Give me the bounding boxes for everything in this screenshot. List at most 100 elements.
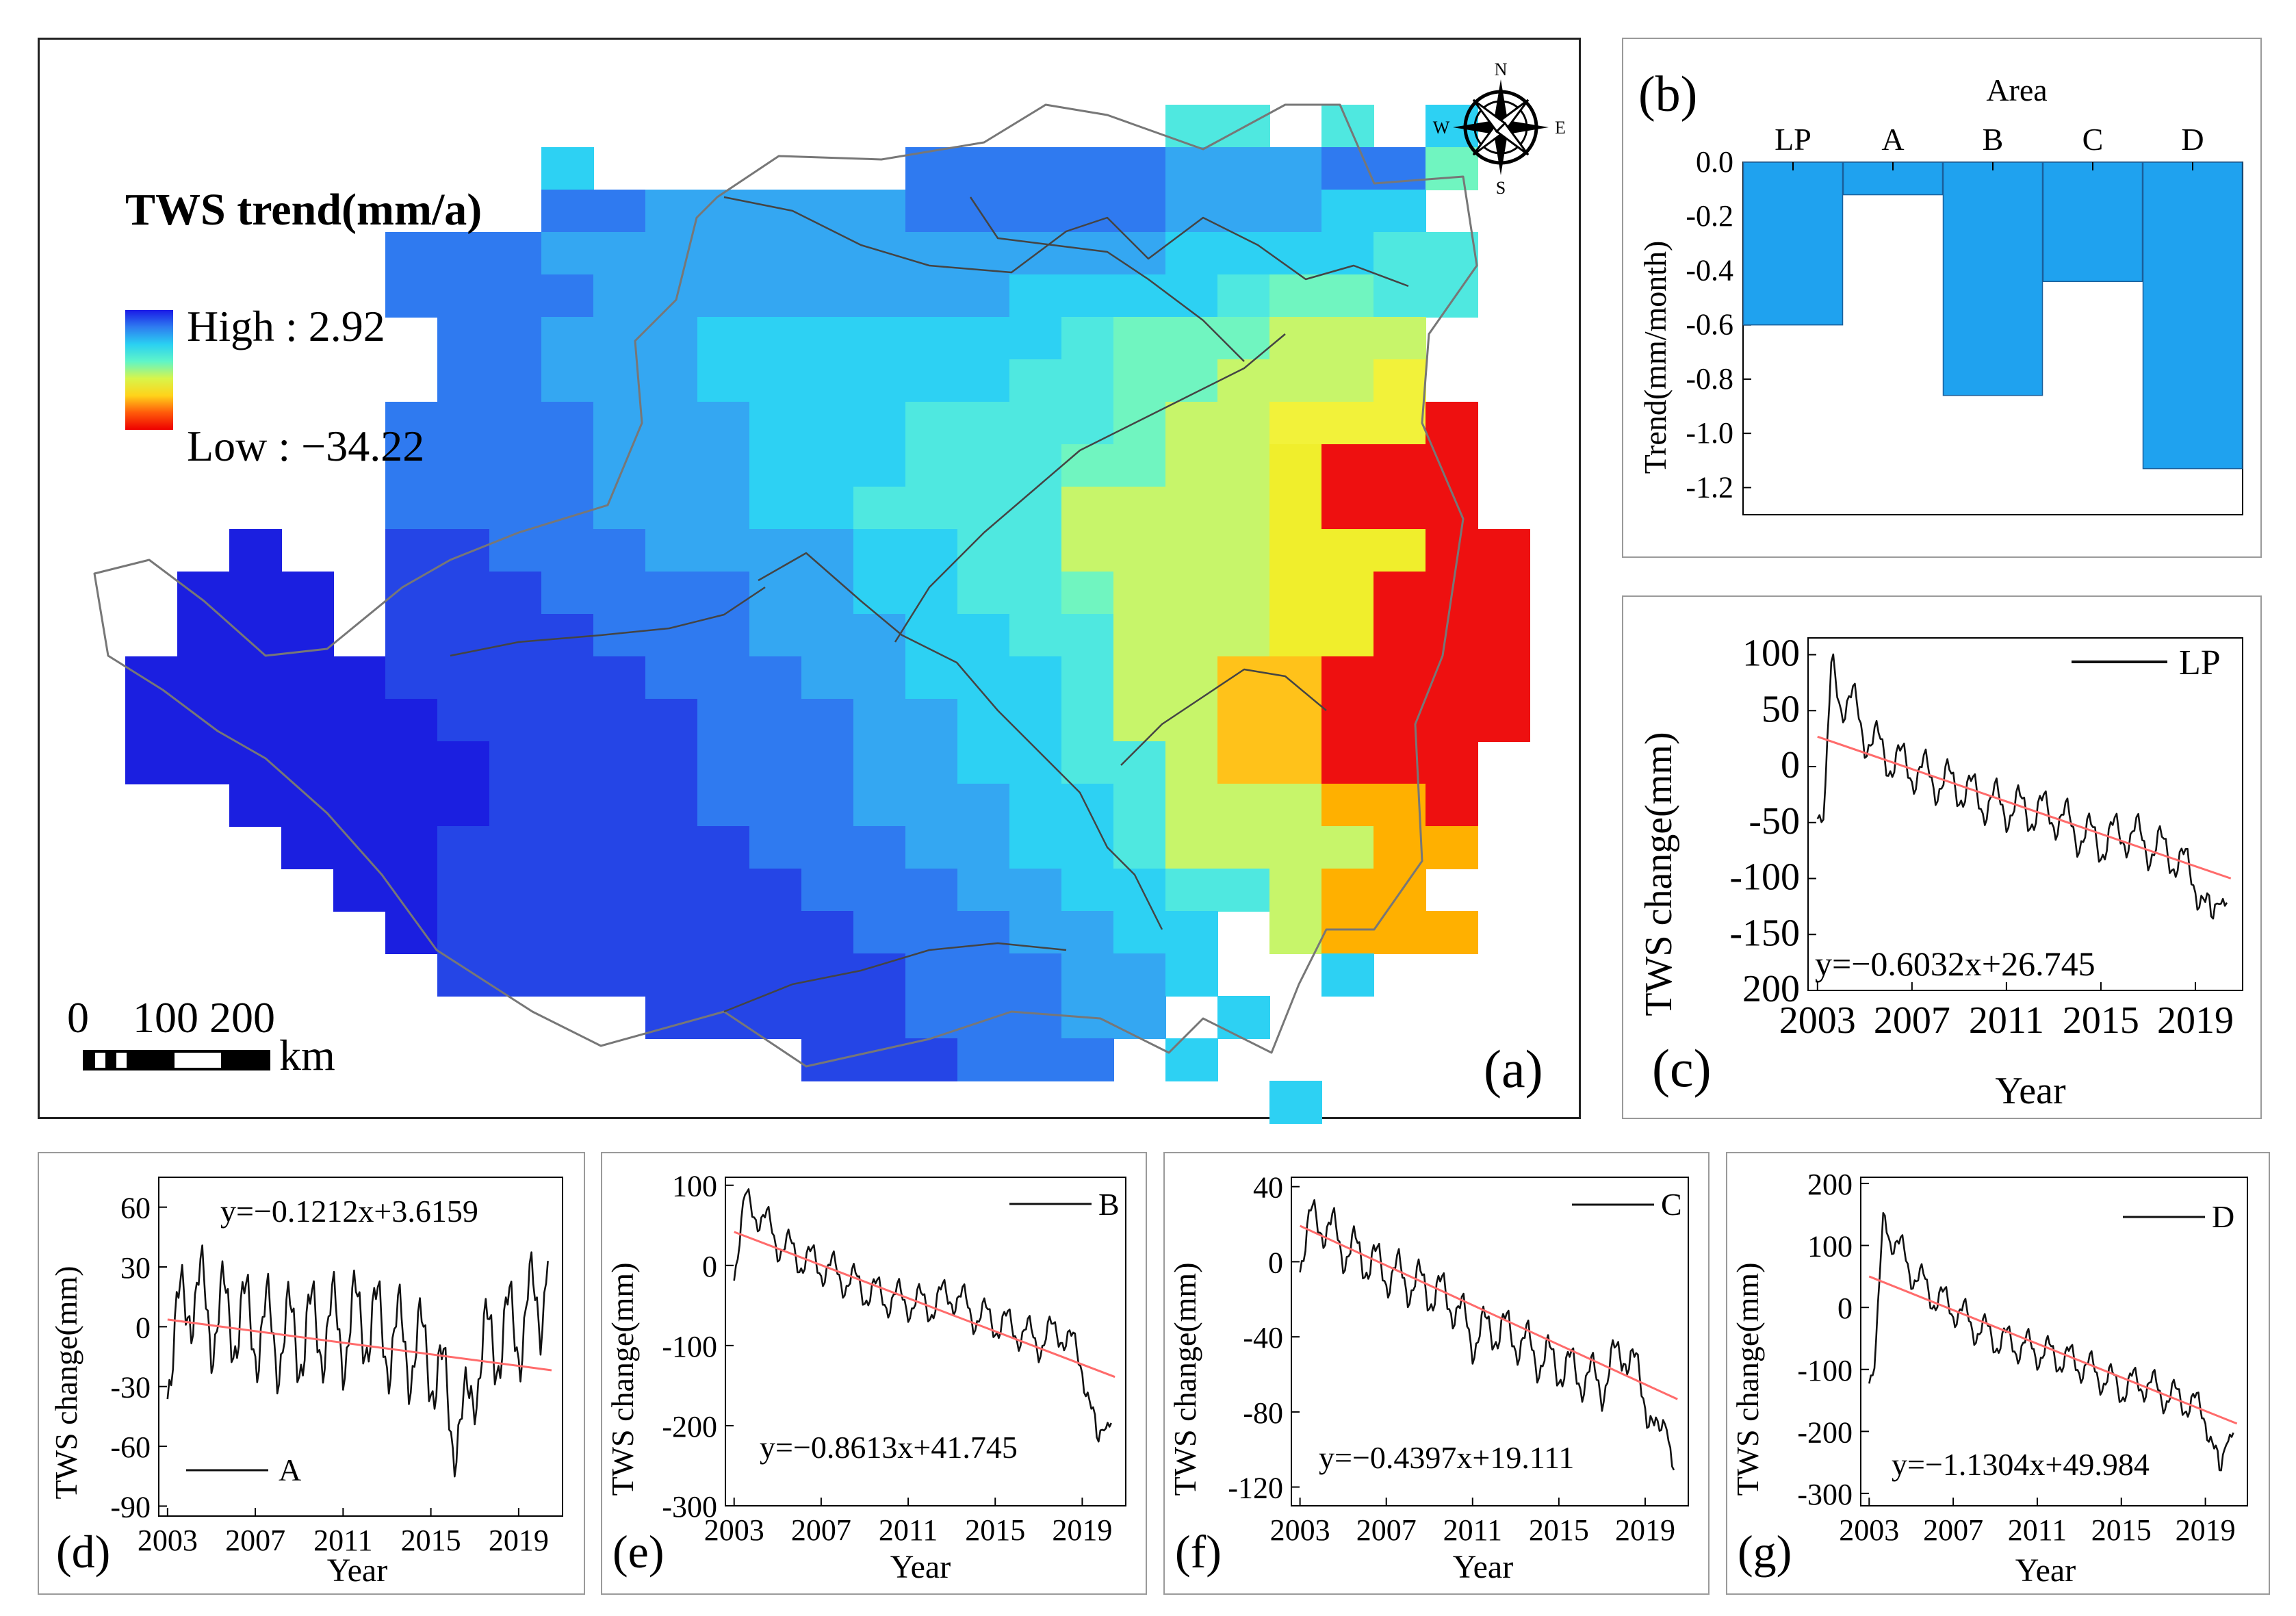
map-cell	[1217, 656, 1270, 700]
map-cell	[905, 529, 958, 572]
map-cell	[801, 826, 854, 869]
map-cell	[749, 869, 802, 912]
trend-line	[167, 1318, 552, 1372]
bar-c	[2042, 162, 2143, 283]
map-cell	[1113, 572, 1166, 615]
ytick-label: -40	[1243, 1321, 1283, 1355]
map-cell	[593, 274, 646, 318]
map-cell	[697, 232, 750, 275]
plot-frame	[1291, 1177, 1689, 1506]
map-cell	[801, 487, 854, 530]
map-cell	[1113, 487, 1166, 530]
map-cell	[697, 444, 750, 487]
map-cell	[1009, 572, 1062, 615]
map-cell	[905, 232, 958, 275]
map-cell	[801, 529, 854, 572]
map-cell	[1009, 996, 1062, 1039]
map-cell	[437, 487, 490, 530]
map-cell	[1061, 826, 1114, 869]
map-cell	[1061, 741, 1114, 784]
map-cell	[801, 359, 854, 402]
map-cell	[853, 614, 906, 657]
map-figure: TWS trend(mm/a) High : 2.92 Low : −34.22…	[67, 60, 1566, 1124]
xtick-label: 2007	[1356, 1513, 1417, 1547]
map-cell	[905, 572, 958, 615]
map-cell	[489, 869, 542, 912]
map-cell	[645, 869, 698, 912]
ytick-label: -100	[1797, 1354, 1853, 1387]
map-cell	[645, 487, 698, 530]
map-cell	[593, 529, 646, 572]
map-cell	[697, 572, 750, 615]
map-cell	[229, 784, 282, 827]
map-cell	[1061, 529, 1114, 572]
map-cell	[281, 741, 334, 784]
map-cell	[697, 317, 750, 360]
map-cell	[1321, 487, 1374, 530]
map-cell	[645, 572, 698, 615]
map-cell	[749, 656, 802, 700]
map-cell	[1269, 614, 1322, 657]
tws-series-line	[1816, 653, 2228, 920]
map-cell	[801, 614, 854, 657]
map-cell	[645, 232, 698, 275]
map-panel: TWS trend(mm/a) High : 2.92 Low : −34.22…	[38, 38, 1581, 1124]
map-cell	[1165, 699, 1218, 742]
map-cell	[905, 911, 958, 954]
map-cell	[1269, 147, 1322, 190]
xtick-label: 2007	[1874, 999, 1950, 1042]
map-cell	[1165, 784, 1218, 827]
legend-c: LP	[2179, 643, 2221, 682]
map-cell	[541, 529, 594, 572]
map-cell	[437, 402, 490, 445]
ytick-label: 40	[1253, 1171, 1283, 1205]
map-cell	[1217, 487, 1270, 530]
map-cell	[1113, 529, 1166, 572]
map-cell	[1373, 274, 1426, 318]
map-cell	[697, 699, 750, 742]
ytick-label: -30	[110, 1371, 151, 1405]
ylabel-c: TWS change(mm)	[1638, 732, 1680, 1016]
map-cell	[749, 444, 802, 487]
map-cell	[645, 911, 698, 954]
map-cell	[1373, 614, 1426, 657]
bar-ytick-label: -1.0	[1686, 416, 1733, 450]
map-cell	[229, 656, 282, 700]
map-cell	[957, 826, 1010, 869]
map-cell	[749, 826, 802, 869]
xlabel-d: Year	[327, 1552, 387, 1589]
map-grid	[125, 105, 1530, 1124]
map-cell	[1321, 232, 1374, 275]
bar-ytick-label: -0.8	[1686, 362, 1733, 396]
map-cell	[541, 444, 594, 487]
map-cell	[749, 784, 802, 827]
map-cell	[801, 190, 854, 233]
map-cell	[541, 614, 594, 657]
map-cell	[801, 317, 854, 360]
equation-e: y=−0.8613x+41.745	[760, 1430, 1018, 1465]
map-cell	[749, 996, 802, 1039]
map-cell	[1009, 784, 1062, 827]
map-cell	[1426, 147, 1478, 190]
equation-d: y=−0.1212x+3.6159	[220, 1194, 478, 1229]
panel-label-e: (e)	[612, 1526, 664, 1578]
legend-high: High : 2.92	[187, 302, 385, 350]
map-cell	[905, 402, 958, 445]
map-cell	[1165, 232, 1218, 275]
map-cell	[437, 444, 490, 487]
map-cell	[1426, 529, 1478, 572]
map-cell	[593, 656, 646, 700]
map-cell	[645, 274, 698, 318]
xlabel-e: Year	[890, 1549, 951, 1585]
map-cell	[801, 911, 854, 954]
bar-chart: 0.0 -0.2 -0.4 -0.6 -0.8 -1.0 -1.2 LP A B C D (b) Ar…	[1638, 66, 2243, 515]
map-cell	[1217, 232, 1270, 275]
map-cell	[437, 826, 490, 869]
ytick-label: -80	[1243, 1396, 1283, 1430]
map-cell	[749, 487, 802, 530]
map-cell	[1009, 317, 1062, 360]
ylabel-d: TWS change(mm)	[49, 1266, 83, 1499]
map-cell	[1009, 953, 1062, 997]
map-cell	[697, 359, 750, 402]
map-cell	[541, 190, 594, 233]
